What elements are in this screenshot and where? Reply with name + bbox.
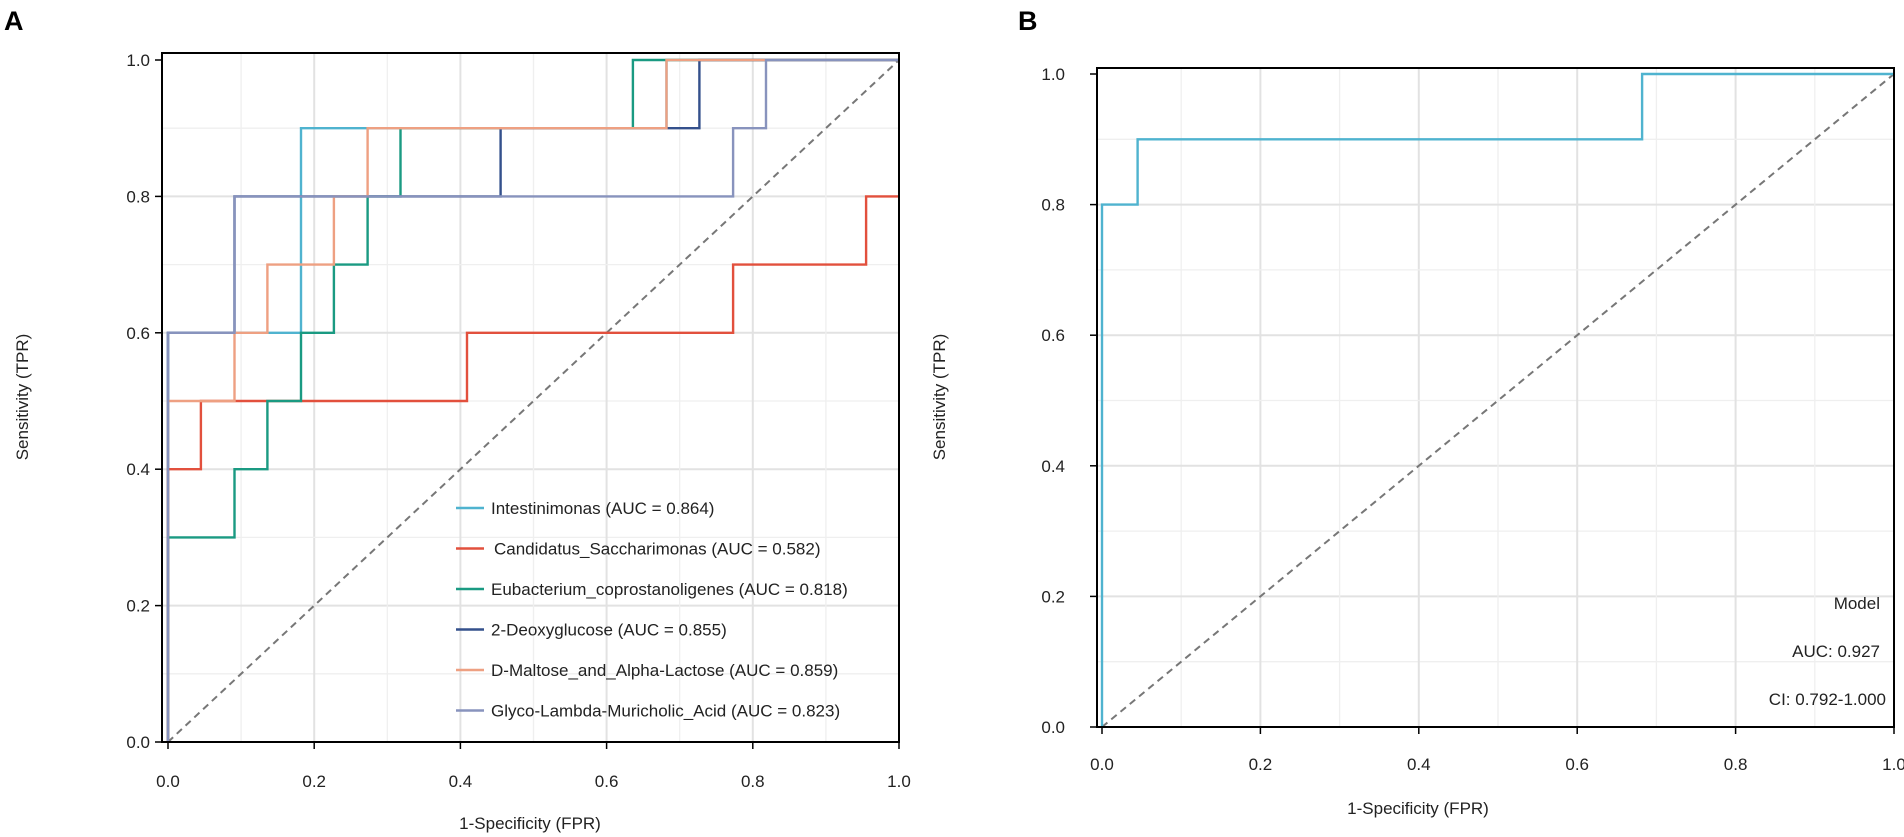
panel-b-x-tick-label: 0.6	[1565, 755, 1589, 774]
legend-label: D-Maltose_and_Alpha-Lactose (AUC = 0.859…	[491, 661, 838, 680]
panel-a-frame	[161, 52, 900, 743]
legend-label: Intestinimonas (AUC = 0.864)	[491, 499, 714, 518]
legend-label: Glyco-Lambda-Muricholic_Acid (AUC = 0.82…	[491, 702, 840, 721]
panel-a: A 0.0 0.2 0.4 0.6 0.8 1.0 0.00.20.40.60.81.0 …	[4, 6, 911, 833]
panel-b-y-axis-title: Sensitivity (TPR)	[930, 334, 949, 461]
legend-label: Candidatus_Saccharimonas (AUC = 0.582)	[494, 540, 820, 559]
panel-b-y-tick-label: 0.0	[1041, 718, 1065, 737]
panel-b-x-tick-label: 0.2	[1249, 755, 1273, 774]
legend-item-2: Candidatus_Saccharimonas (AUC = 0.582)	[456, 540, 820, 559]
panel-b-y-tick-label: 0.8	[1041, 196, 1065, 215]
panel-a-x-tick-label: 1.0	[887, 772, 911, 791]
panel-b-y-tick-label: 1.0	[1041, 65, 1065, 84]
panel-a-series	[166, 58, 899, 742]
panel-a-x-tick-label: 0.0	[156, 772, 180, 791]
annotation-model-label: Model	[1834, 594, 1880, 613]
annotation-auc: AUC: 0.927	[1792, 642, 1880, 661]
panel-a-roc-curve-2	[166, 195, 899, 742]
panel-a-x-tick-label: 0.8	[741, 772, 765, 791]
panel-b-y-tick-label: 0.6	[1041, 326, 1065, 345]
legend-item-4: 2-Deoxyglucose (AUC = 0.855)	[456, 621, 727, 640]
panel-a-y-tick-label: 0.2	[126, 597, 150, 616]
panel-a-diagonal	[167, 59, 900, 743]
legend-label: Eubacterium_coprostanoligenes (AUC = 0.8…	[491, 580, 848, 599]
panel-a-y-axis-title: Sensitivity (TPR)	[13, 334, 32, 461]
panel-b: B 0.0 0.2 0.4 0.6 0.8 1.0 0.00.20.40.60.81.0 …	[930, 6, 1904, 818]
panel-a-y-tick-label: 1.0	[126, 51, 150, 70]
panel-b-y-ticks: 0.0 0.2 0.4 0.6 0.8 1.0	[1041, 65, 1097, 737]
annotation-ci: CI: 0.792-1.000	[1769, 690, 1886, 709]
panel-b-series	[1100, 72, 1894, 727]
panel-b-annotations: Model AUC: 0.927 CI: 0.792-1.000	[1769, 594, 1886, 709]
legend-item-5: D-Maltose_and_Alpha-Lactose (AUC = 0.859…	[456, 661, 838, 680]
legend-item-1: Intestinimonas (AUC = 0.864)	[456, 499, 714, 518]
panel-a-y-tick-label: 0.4	[126, 460, 150, 479]
panel-b-x-ticks: 0.0 0.2 0.4 0.6 0.8 1.0	[1090, 727, 1904, 774]
panel-a-x-axis-title: 1-Specificity (FPR)	[459, 814, 601, 833]
panel-b-x-tick-label: 1.0	[1882, 755, 1904, 774]
panel-a-x-tick-label: 0.4	[449, 772, 473, 791]
panel-b-x-axis-title: 1-Specificity (FPR)	[1347, 799, 1489, 818]
panel-a-x-tick-label: 0.6	[595, 772, 619, 791]
legend-label: 2-Deoxyglucose (AUC = 0.855)	[491, 621, 727, 640]
panel-a-roc-curve-6	[166, 58, 899, 742]
panel-b-x-tick-label: 0.8	[1724, 755, 1748, 774]
panel-a-y-tick-label: 0.8	[126, 187, 150, 206]
legend-item-3: Eubacterium_coprostanoligenes (AUC = 0.8…	[456, 580, 848, 599]
panel-a-x-ticks: 0.0 0.2 0.4 0.6 0.8 1.0	[156, 742, 911, 791]
panel-a-label: A	[4, 6, 24, 36]
panel-b-x-tick-label: 0.0	[1090, 755, 1114, 774]
panel-a-legend: Intestinimonas (AUC = 0.864) Candidatus_S…	[456, 499, 848, 721]
panel-b-label: B	[1018, 6, 1038, 36]
panel-a-y-tick-label: 0.0	[126, 733, 150, 752]
panel-b-diagonal	[1101, 73, 1895, 728]
panel-b-roc-curve-1	[1100, 72, 1894, 727]
panel-b-grid	[1097, 68, 1894, 727]
panel-b-y-tick-label: 0.4	[1041, 457, 1065, 476]
panel-a-x-tick-label: 0.2	[302, 772, 326, 791]
panel-a-roc-curve-5	[166, 58, 899, 742]
panel-b-x-tick-label: 0.4	[1407, 755, 1431, 774]
panel-a-y-tick-label: 0.6	[126, 324, 150, 343]
legend-item-6: Glyco-Lambda-Muricholic_Acid (AUC = 0.82…	[456, 702, 840, 721]
panel-b-frame	[1096, 67, 1895, 728]
panel-a-y-ticks: 0.0 0.2 0.4 0.6 0.8 1.0	[126, 51, 162, 752]
panel-b-y-tick-label: 0.2	[1041, 587, 1065, 606]
